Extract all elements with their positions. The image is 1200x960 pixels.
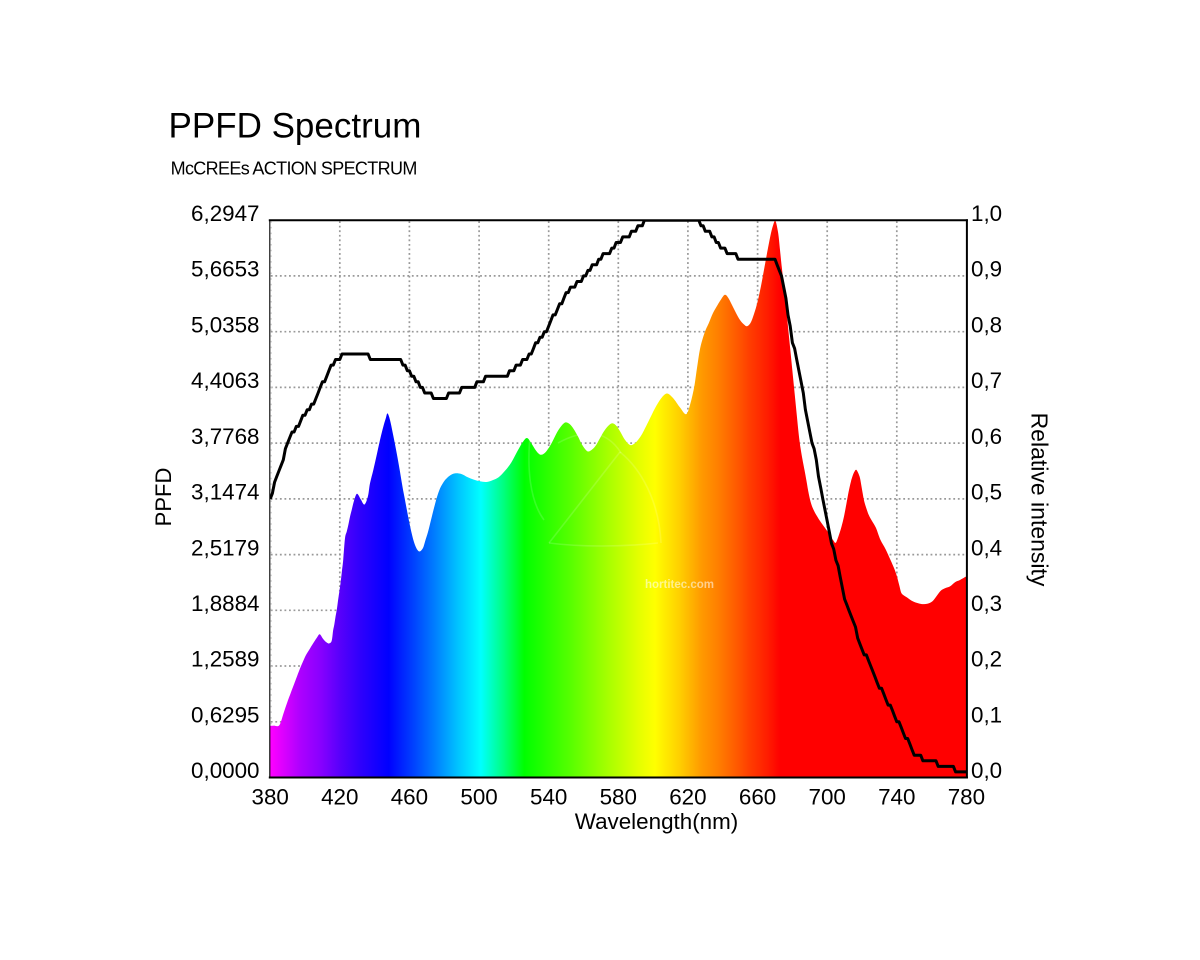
svg-text:2,5179: 2,5179 (191, 535, 259, 560)
svg-text:4,4063: 4,4063 (191, 368, 259, 393)
svg-text:5,0358: 5,0358 (191, 312, 259, 337)
svg-text:0,9: 0,9 (971, 257, 1002, 282)
svg-text:Wavelength(nm): Wavelength(nm) (575, 809, 738, 834)
svg-text:0,1: 0,1 (971, 703, 1002, 728)
svg-text:620: 620 (669, 785, 706, 810)
svg-text:0,0000: 0,0000 (191, 758, 259, 783)
svg-text:700: 700 (809, 785, 846, 810)
svg-text:500: 500 (460, 785, 497, 810)
svg-text:0,2: 0,2 (971, 647, 1002, 672)
svg-text:780: 780 (948, 785, 985, 810)
svg-text:380: 380 (252, 785, 289, 810)
svg-text:0,7: 0,7 (971, 368, 1002, 393)
svg-text:PPFD Spectrum: PPFD Spectrum (169, 107, 422, 146)
svg-text:0,8: 0,8 (971, 312, 1002, 337)
svg-text:Relative intensity: Relative intensity (1027, 413, 1053, 587)
svg-text:660: 660 (739, 785, 776, 810)
svg-text:PPFD: PPFD (151, 468, 176, 527)
svg-text:540: 540 (530, 785, 567, 810)
svg-text:6,2947: 6,2947 (191, 201, 259, 226)
svg-text:420: 420 (321, 785, 358, 810)
svg-text:580: 580 (600, 785, 637, 810)
svg-text:3,7768: 3,7768 (191, 424, 259, 449)
svg-text:0,4: 0,4 (971, 535, 1002, 560)
svg-text:740: 740 (878, 785, 915, 810)
svg-text:0,6: 0,6 (971, 424, 1002, 449)
svg-text:5,6653: 5,6653 (191, 257, 259, 282)
svg-text:0,0: 0,0 (971, 758, 1002, 783)
svg-text:hortitec.com: hortitec.com (645, 579, 714, 591)
svg-text:McCREEs ACTION SPECTRUM: McCREEs ACTION SPECTRUM (171, 159, 417, 179)
svg-text:1,0: 1,0 (971, 201, 1002, 226)
svg-text:1,8884: 1,8884 (191, 591, 259, 616)
svg-text:460: 460 (391, 785, 428, 810)
svg-text:3,1474: 3,1474 (191, 480, 259, 505)
svg-text:0,5: 0,5 (971, 480, 1002, 505)
svg-text:0,6295: 0,6295 (191, 703, 259, 728)
svg-text:0,3: 0,3 (971, 591, 1002, 616)
svg-text:1,2589: 1,2589 (191, 647, 259, 672)
